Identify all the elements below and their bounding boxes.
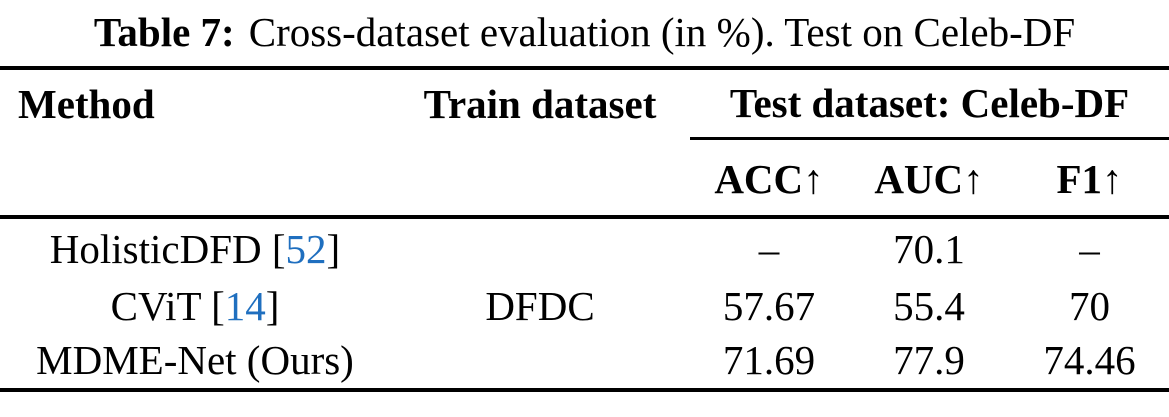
f1-cell: 70 (1069, 282, 1111, 329)
caption-label: Table 7: (93, 9, 235, 56)
table-row: HolisticDFD [52] – 70.1 – (0, 217, 1169, 279)
col-header-train-dataset: Train dataset (423, 81, 657, 127)
train-cell (390, 332, 690, 390)
auc-cell: 77.9 (893, 337, 965, 383)
auc-cell: 55.4 (893, 282, 965, 329)
citation-bracket-close: ] (326, 226, 341, 272)
method-name: MDME-Net (Ours) (36, 337, 354, 383)
table-row: MDME-Net (Ours) 71.69 77.9 74.46 (0, 332, 1169, 390)
results-table: Method Train dataset Test dataset: Celeb… (0, 66, 1169, 392)
acc-cell: 57.67 (722, 282, 816, 329)
citation-link[interactable]: 52 (285, 226, 327, 272)
method-name: CViT (110, 282, 201, 329)
f1-cell: 74.46 (1043, 337, 1136, 383)
f1-cell: – (1079, 226, 1100, 272)
table-caption: Table 7: Cross-dataset evaluation (in %)… (0, 0, 1169, 66)
train-cell (390, 217, 690, 279)
metric-header-f1: F1↑ (1010, 138, 1169, 219)
empty-header-cell (0, 138, 390, 219)
method-cell: MDME-Net (Ours) (0, 332, 390, 390)
citation-bracket-close: ] (265, 282, 280, 329)
citation-bracket-open: [ (200, 282, 225, 329)
header-row-metrics: ACC↑ AUC↑ F1↑ (0, 138, 1169, 219)
header-row-groups: Method Train dataset Test dataset: Celeb… (0, 68, 1169, 140)
auc-cell: 70.1 (893, 226, 965, 272)
acc-cell: – (758, 226, 780, 272)
method-cell: HolisticDFD [52] (0, 217, 390, 279)
train-cell: DFDC (485, 282, 595, 329)
caption-text: Cross-dataset evaluation (in %). Test on… (248, 9, 1076, 56)
citation-link[interactable]: 14 (224, 282, 266, 329)
col-header-method: Method (18, 81, 155, 127)
table-row: CViT [14] DFDC 57.67 55.4 70 (0, 279, 1169, 332)
acc-cell: 71.69 (722, 337, 816, 383)
method-name: HolisticDFD (49, 226, 262, 272)
metric-header-acc: ACC↑ (690, 138, 848, 219)
empty-header-cell (390, 138, 690, 219)
citation-bracket-open: [ (261, 226, 286, 272)
method-cell: CViT [14] (0, 279, 390, 332)
metric-header-auc: AUC↑ (848, 138, 1010, 219)
col-group-header-test-dataset: Test dataset: Celeb-DF (690, 68, 1169, 140)
